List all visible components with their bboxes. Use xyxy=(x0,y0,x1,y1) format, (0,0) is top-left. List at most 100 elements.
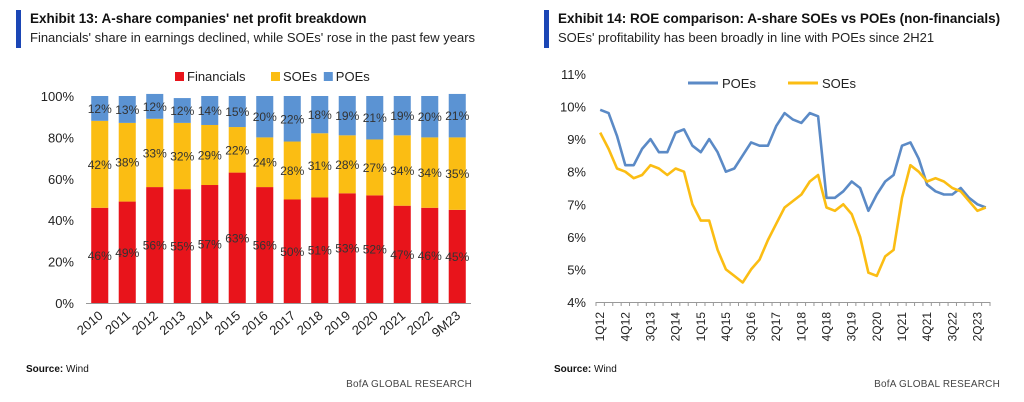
data-label-soes: 22% xyxy=(225,143,249,157)
x-tick-label: 3Q22 xyxy=(945,312,959,342)
source-label: Source: xyxy=(26,364,64,375)
x-tick-label: 1Q21 xyxy=(895,312,909,342)
bar-segment-soes xyxy=(118,122,136,202)
bar-segment-poes xyxy=(256,96,274,138)
data-label-financials: 50% xyxy=(280,245,304,259)
exhibit-14-brand: BofA GLOBAL RESEARCH xyxy=(874,379,1000,390)
series-line-soes xyxy=(599,132,987,284)
exhibit-13-source: Source: Wind xyxy=(26,364,89,375)
bar-segment-financials xyxy=(91,207,109,303)
data-label-financials: 51% xyxy=(308,244,332,258)
data-label-soes: 42% xyxy=(88,158,112,172)
series-line-poes xyxy=(599,108,987,213)
x-tick-label: 2011 xyxy=(102,308,133,337)
data-label-soes: 24% xyxy=(253,156,277,170)
y-tick-label: 60% xyxy=(48,172,74,187)
x-tick-label: 9M23 xyxy=(429,308,464,340)
title-accent-bar xyxy=(16,10,21,48)
data-label-soes: 27% xyxy=(363,161,387,175)
exhibit-14-source: Source: Wind xyxy=(554,364,617,375)
data-label-poes: 19% xyxy=(390,109,414,123)
legend-label-soes: SOEs xyxy=(283,69,317,84)
y-tick-label: 4% xyxy=(567,295,586,310)
x-tick-label: 2021 xyxy=(376,308,408,338)
x-tick-label: 4Q15 xyxy=(719,312,733,342)
exhibit-14-subtitle: SOEs' profitability has been broadly in … xyxy=(558,30,935,45)
x-tick-label: 2Q23 xyxy=(970,312,984,342)
data-label-financials: 57% xyxy=(198,238,222,252)
data-label-financials: 55% xyxy=(170,240,194,254)
data-label-poes: 14% xyxy=(198,104,222,118)
title-accent-bar xyxy=(544,10,549,48)
x-tick-label: 2013 xyxy=(156,308,188,338)
x-tick-label: 1Q15 xyxy=(694,312,708,342)
bar-segment-soes xyxy=(256,137,274,188)
x-tick-label: 2Q14 xyxy=(669,312,683,342)
bar-segment-soes xyxy=(228,127,246,173)
data-label-poes: 12% xyxy=(143,100,167,114)
data-label-financials: 46% xyxy=(88,249,112,263)
data-label-financials: 47% xyxy=(390,248,414,262)
x-tick-label: 2014 xyxy=(184,308,216,338)
legend-swatch-soes xyxy=(271,72,280,81)
y-tick-label: 40% xyxy=(48,213,74,228)
source-value: Wind xyxy=(594,364,617,375)
bar-segment-financials xyxy=(283,199,301,303)
bar-segment-financials xyxy=(448,209,466,303)
bar-segment-poes xyxy=(173,98,191,123)
bar-segment-financials xyxy=(118,201,136,303)
y-tick-label: 20% xyxy=(48,255,74,270)
x-tick-label: 2015 xyxy=(211,308,243,338)
x-tick-label: 3Q16 xyxy=(744,312,758,342)
x-tick-label: 2012 xyxy=(129,308,161,338)
data-label-poes: 20% xyxy=(418,110,442,124)
y-tick-label: 5% xyxy=(567,262,586,277)
bar-segment-soes xyxy=(173,122,191,190)
x-tick-label: 2020 xyxy=(349,308,381,338)
x-tick-label: 2Q20 xyxy=(870,312,884,342)
data-label-poes: 21% xyxy=(363,111,387,125)
bar-segment-financials xyxy=(201,185,219,303)
legend-swatch-financials xyxy=(175,72,184,81)
source-value: Wind xyxy=(66,364,89,375)
bar-segment-soes xyxy=(91,120,109,208)
x-tick-label: 2010 xyxy=(74,308,106,338)
legend-swatch-poes xyxy=(323,72,333,81)
bar-segment-financials xyxy=(421,207,439,303)
legend-label-financials: Financials xyxy=(187,69,246,84)
bar-segment-poes xyxy=(228,96,246,128)
y-tick-label: 9% xyxy=(567,132,586,147)
bar-segment-financials xyxy=(256,187,274,303)
data-label-poes: 15% xyxy=(225,105,249,119)
bar-segment-soes xyxy=(311,133,329,198)
y-tick-label: 11% xyxy=(561,67,586,82)
data-label-poes: 12% xyxy=(170,104,194,118)
bar-segment-poes xyxy=(118,96,136,123)
exhibit-13-subtitle: Financials' share in earnings declined, … xyxy=(30,30,476,45)
y-tick-label: 6% xyxy=(567,230,586,245)
y-tick-label: 10% xyxy=(560,100,586,115)
data-label-soes: 35% xyxy=(445,167,469,181)
data-label-poes: 12% xyxy=(88,102,112,116)
data-label-financials: 56% xyxy=(253,239,277,253)
bar-segment-poes xyxy=(421,96,439,138)
data-label-poes: 20% xyxy=(253,110,277,124)
data-label-financials: 63% xyxy=(225,231,249,245)
data-label-soes: 28% xyxy=(280,164,304,178)
data-label-soes: 34% xyxy=(418,166,442,180)
data-label-poes: 22% xyxy=(280,112,304,126)
bar-segment-financials xyxy=(228,172,246,303)
legend-label-soes: SOEs xyxy=(822,76,856,91)
data-label-soes: 33% xyxy=(143,146,167,160)
bar-segment-soes xyxy=(201,124,219,186)
bar-segment-soes xyxy=(421,137,439,208)
x-tick-label: 2016 xyxy=(239,308,271,338)
x-tick-label: 2Q17 xyxy=(769,312,783,342)
x-tick-label: 4Q18 xyxy=(820,312,834,342)
data-label-soes: 38% xyxy=(115,156,139,170)
exhibit-13-title: Exhibit 13: A-share companies' net profi… xyxy=(30,11,367,26)
x-tick-label: 3Q19 xyxy=(845,312,859,342)
data-label-soes: 32% xyxy=(170,150,194,164)
bar-segment-soes xyxy=(283,141,301,200)
data-label-soes: 31% xyxy=(308,159,332,173)
